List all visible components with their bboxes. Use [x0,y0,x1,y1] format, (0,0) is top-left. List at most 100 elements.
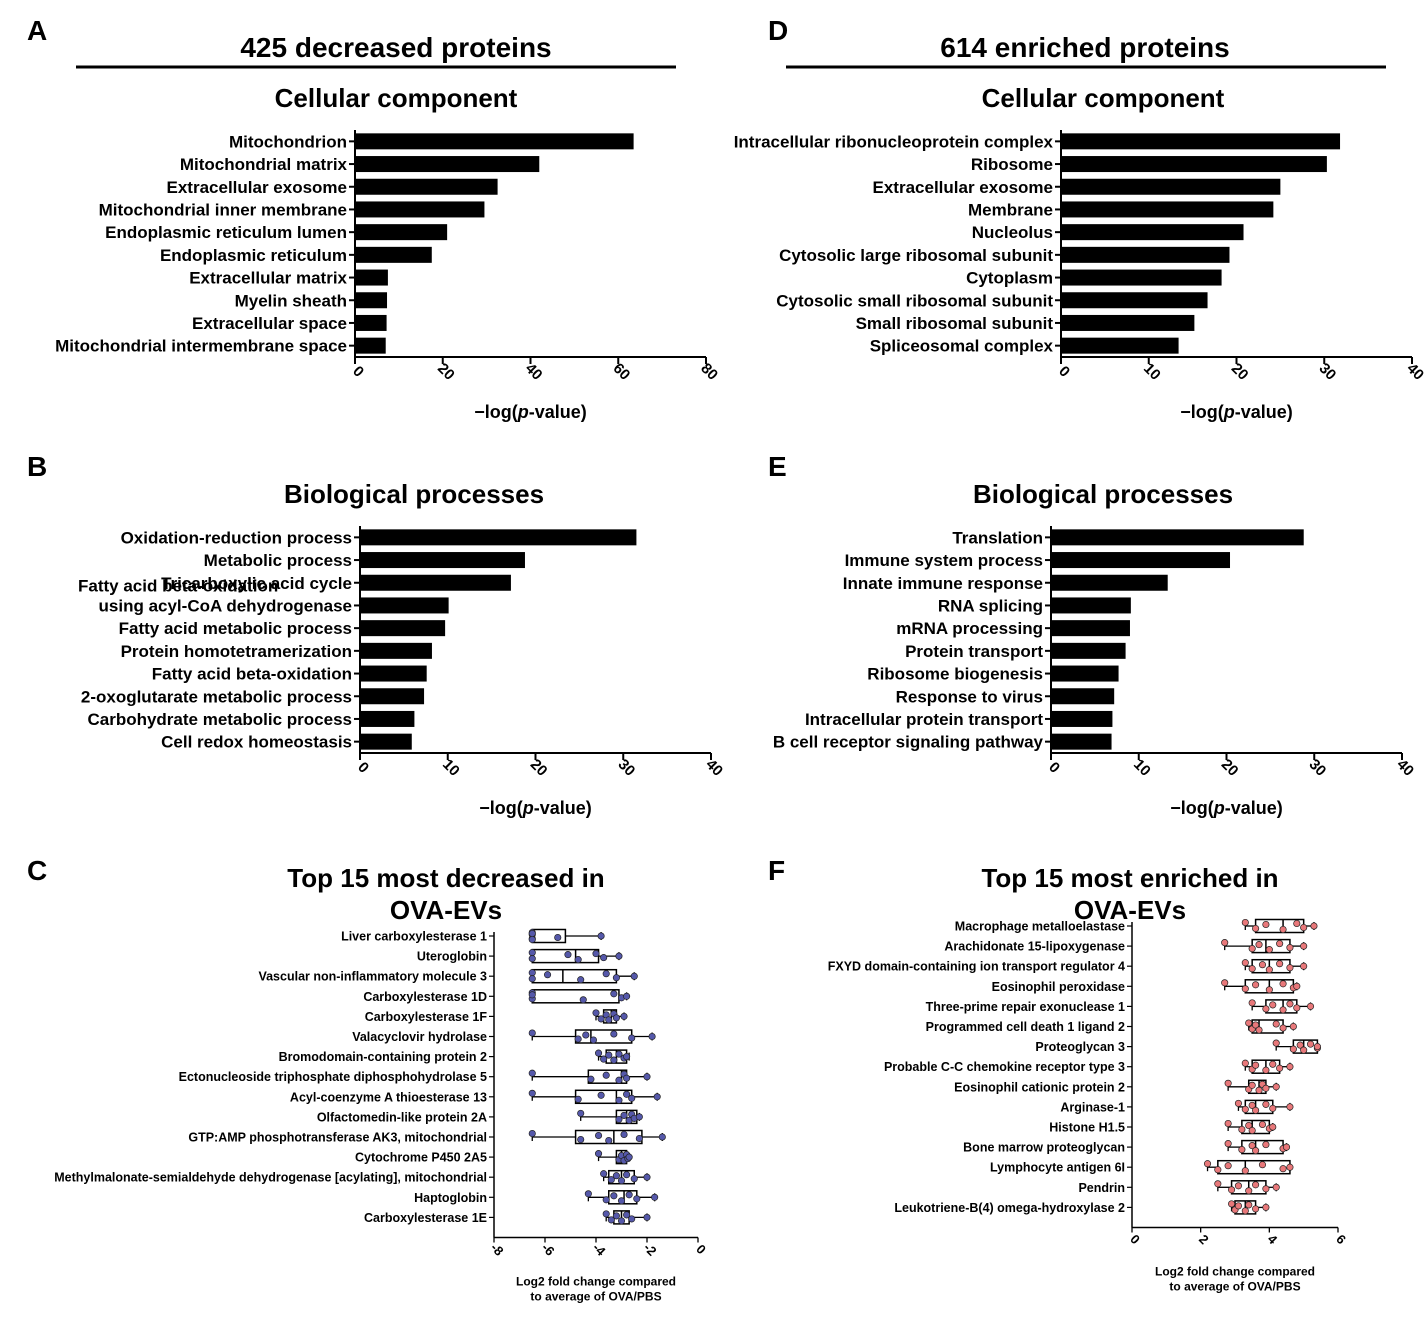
x-axis-label-part: p [1223,402,1235,422]
data-point [1293,1004,1301,1012]
data-point [1296,1041,1304,1049]
chart-title-line2: OVA-EVs [1074,895,1186,925]
data-point [1289,1045,1297,1053]
category-label: Protein transport [905,642,1043,661]
data-point [1248,1142,1256,1150]
category-label: Small ribosomal subunit [856,314,1054,333]
x-axis-label-part: p [1213,798,1225,818]
bar [360,529,637,546]
box-chart-f: Top 15 most enriched inOVA-EVsMacrophage… [828,863,1349,1294]
category-label: Bromodomain-containing protein 2 [279,1050,487,1064]
data-point [610,990,618,998]
x-axis-label-part: -value) [1225,798,1283,818]
data-point [597,1015,605,1023]
data-point [554,933,562,942]
data-point [1279,925,1287,934]
data-point [1306,1040,1315,1048]
data-point [1279,1165,1287,1173]
x-tick-label: 2 [1196,1231,1212,1247]
box [1241,1139,1284,1155]
data-point [651,1193,659,1201]
data-point [617,1177,626,1185]
data-point [574,1035,582,1043]
category-label: Valacyclovir hydrolase [352,1030,487,1044]
data-point [615,1115,623,1123]
bar [360,733,412,750]
data-point [635,1134,643,1143]
category-label: Programmed cell death 1 ligand 2 [926,1020,1125,1034]
x-tick-label: 30 [1306,756,1330,780]
panel-label-f: F [768,855,785,886]
data-point [1300,962,1308,970]
x-tick-label: -6 [539,1240,558,1259]
data-point [615,1096,623,1104]
category-label: Translation [952,528,1043,547]
bar [1051,733,1112,750]
bar [360,710,415,727]
data-point [1258,961,1267,969]
category-label: Protein homotetramerization [121,642,352,661]
data-point [1228,1186,1236,1194]
data-point [623,1211,631,1219]
data-point [1262,1066,1270,1074]
category-label: Ribosome [971,155,1053,174]
data-point [1241,918,1249,927]
category-label: Endoplasmic reticulum lumen [105,223,347,242]
bar [1051,597,1131,614]
bar [360,665,427,682]
data-point [653,1093,661,1101]
category-label: Mitochondrial inner membrane [99,200,347,219]
category-label: Carbohydrate metabolic process [87,710,352,729]
x-axis-label: −log(p-value) [474,402,587,422]
category-label: Arginase-1 [1060,1100,1125,1114]
category-label: Eosinophil peroxidase [992,980,1125,994]
data-point [610,1192,618,1200]
chart-title: Cellular component [275,83,518,113]
data-point [600,1055,608,1063]
x-tick-label: 0 [1127,1231,1143,1247]
data-point [602,970,610,978]
data-point [574,956,582,964]
x-axis-label-line2: to average of OVA/PBS [530,1290,661,1304]
data-point [528,1089,536,1097]
data-point [528,955,536,963]
data-point [543,971,552,979]
data-point [1245,1187,1253,1195]
x-axis-label-line2: to average of OVA/PBS [1169,1280,1300,1294]
data-point [528,975,536,983]
x-tick-label: -4 [590,1240,609,1259]
category-label: GTP:AMP phosphotransferase AK3, mitochon… [188,1131,487,1145]
data-point [1262,1141,1270,1149]
data-point [1241,1167,1249,1175]
chart-title-line2: OVA-EVs [390,895,502,925]
data-point [1228,1200,1236,1208]
data-point [1214,1166,1222,1174]
data-point [1279,1024,1287,1032]
data-point [579,996,587,1004]
x-axis-label-part: -value) [534,798,592,818]
data-point [1276,1064,1284,1072]
data-point [1252,924,1260,933]
category-label: Arachidonate 15-lipoxygenase [944,940,1125,954]
data-point [1262,1084,1270,1092]
data-point [528,1029,536,1037]
data-point [643,1213,651,1221]
category-label: Uteroglobin [417,950,487,964]
data-point [1252,1061,1260,1069]
left-header: 425 decreased proteins [240,32,551,63]
category-label: Oxidation-reduction process [121,528,352,547]
data-point [1258,1120,1267,1129]
x-tick-label: 60 [610,360,634,384]
data-point [1221,939,1229,947]
category-label: Acyl-coenzyme A thioesterase 13 [290,1090,487,1104]
data-point [658,1133,666,1141]
data-point [1276,960,1284,968]
bar [1061,156,1327,173]
data-point [574,1095,582,1103]
bar [1061,178,1281,195]
data-point [617,1197,626,1205]
x-axis-label-part: p [522,798,534,818]
data-point [1265,946,1273,954]
data-point [1286,1063,1294,1071]
